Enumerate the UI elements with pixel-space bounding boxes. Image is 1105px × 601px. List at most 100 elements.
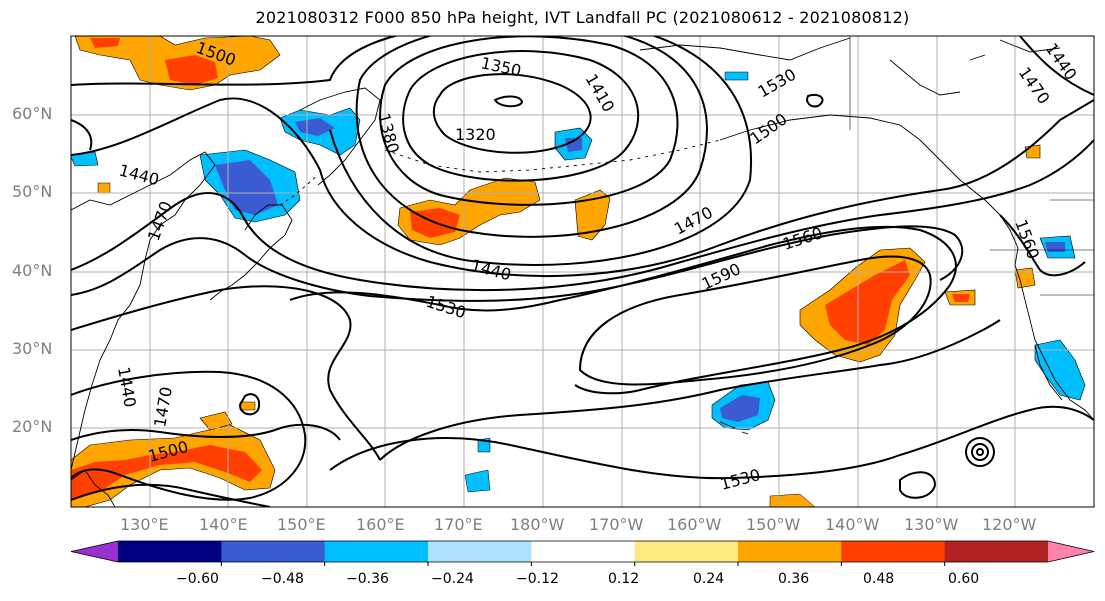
lat-label: 20°N (12, 417, 53, 436)
coastlines (71, 36, 1094, 507)
colorbar-tick-label: 0.48 (863, 571, 895, 587)
contour-line (71, 483, 271, 507)
ivt-positive-region (1024, 144, 1041, 159)
colorbar-segment (841, 541, 946, 562)
contour-line (493, 95, 524, 108)
colorbar-segment (428, 541, 532, 562)
colorbar-tick-label: 0.24 (693, 571, 725, 587)
ivt-positive-region (199, 411, 233, 431)
lon-label: 170°E (434, 515, 483, 534)
lon-label: 140°E (199, 515, 248, 534)
north-america-coastline (999, 214, 1094, 421)
map-frame (70, 35, 1095, 508)
lon-label: 150°E (277, 515, 326, 534)
ivt-positive-core (825, 260, 910, 345)
lon-label: 170°W (589, 515, 644, 534)
colorbar-tick-label: 0.12 (608, 571, 640, 587)
ivt-positive-core (952, 294, 970, 302)
lon-label: 130°W (904, 515, 959, 534)
colorbar (70, 540, 1095, 566)
height-contours (71, 36, 1094, 507)
colorbar-tick-label: 0.60 (948, 571, 980, 587)
contour-line (999, 214, 1086, 277)
baja-coastline (1034, 344, 1063, 401)
contour-line (71, 139, 1094, 292)
ivt-positive-region (239, 401, 256, 411)
contour-line (899, 471, 937, 499)
lon-label: 140°W (825, 515, 880, 534)
colorbar-tick-label: −0.36 (346, 571, 389, 587)
aleutian-islands (384, 139, 721, 173)
contour-line (329, 405, 1094, 480)
kamchatka-coastline (299, 87, 381, 186)
ivt-positive-region (574, 189, 611, 241)
ivt-negative-core (1045, 242, 1065, 252)
japan-coastline (209, 204, 293, 301)
ivt-positive-region (769, 493, 816, 507)
contour-line (71, 370, 307, 501)
contour-line (71, 423, 341, 441)
map-plot-area: 1500 1350 1410 1530 1320 1380 1500 1440 … (71, 36, 1094, 507)
contour-line (355, 36, 708, 238)
colorbar-segment (634, 541, 739, 562)
contour-line (402, 50, 640, 182)
contour-line (971, 443, 989, 461)
border-line (849, 36, 1094, 296)
colorbar-tick-label: 0.36 (778, 571, 810, 587)
colorbar-segment (738, 541, 842, 562)
ivt-positive-core (165, 55, 218, 85)
lon-label: 160°E (356, 515, 405, 534)
lat-label: 60°N (12, 104, 53, 123)
contour-line (1019, 36, 1094, 96)
lat-label: 30°N (12, 339, 53, 358)
ivt-negative-region (464, 469, 491, 493)
asia-coastline (71, 151, 216, 471)
colorbar-segment (118, 541, 222, 562)
contour-line (432, 73, 592, 154)
colorbar-tick-label: −0.60 (176, 571, 219, 587)
contour-line (289, 225, 957, 395)
lon-label: 150°W (746, 515, 801, 534)
ivt-negative-region (724, 71, 749, 81)
colorbar-segment (324, 541, 429, 562)
ivt-positive-region (1014, 267, 1036, 289)
ivt-negative-core (720, 395, 760, 422)
map-title: 2021080312 F000 850 hPa height, IVT Land… (255, 8, 910, 27)
lon-label: 160°W (667, 515, 722, 534)
ivt-negative-core (295, 118, 335, 136)
contour-label: 1320 (455, 125, 496, 144)
lon-label: 120°W (982, 515, 1037, 534)
colorbar-segment (221, 541, 326, 562)
kuril-islands (279, 174, 319, 206)
colorbar-tick-label: −0.24 (431, 571, 474, 587)
colorbar-outline (70, 540, 1095, 563)
colorbar-tick-label: −0.12 (516, 571, 559, 587)
colorbar-extend-high (1048, 541, 1094, 562)
contour-line (71, 225, 964, 302)
contour-line (71, 36, 753, 266)
colorbar-tick-label: −0.48 (261, 571, 304, 587)
ivt-positive-core (90, 38, 120, 48)
contour-line (238, 393, 261, 416)
lat-label: 50°N (12, 182, 53, 201)
ivt-negative-region (1034, 339, 1086, 401)
contour-line (976, 448, 984, 456)
hawaii-islands (719, 421, 749, 435)
philippines-coastline (71, 469, 116, 507)
ivt-negative-core (565, 138, 582, 152)
contour-line (578, 255, 932, 386)
contour-line (379, 36, 679, 206)
contour-line (71, 97, 1094, 278)
lon-label: 180°W (510, 515, 565, 534)
colorbar-segment (944, 541, 1049, 562)
map-gridlines (71, 36, 1094, 507)
nw-canada-coastline (889, 39, 1061, 96)
colorbar-segment (531, 541, 636, 562)
ivt-positive-region (97, 182, 111, 194)
lat-label: 40°N (12, 261, 53, 280)
contour-line (965, 437, 995, 467)
contour-line (806, 94, 824, 108)
lon-label: 130°E (120, 515, 169, 534)
ivt-positive-core (71, 445, 262, 500)
